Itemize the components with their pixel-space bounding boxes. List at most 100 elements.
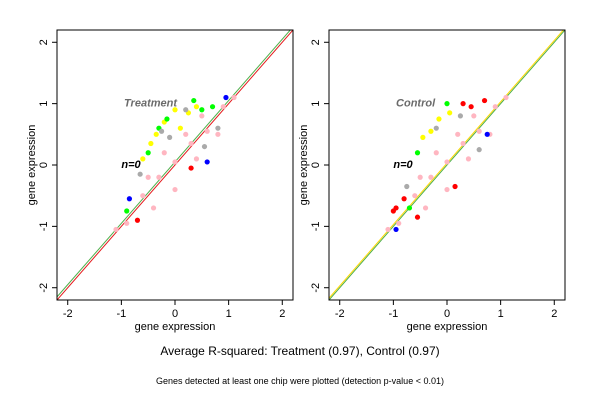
n-count-label: n=0 [393, 159, 413, 171]
data-point [199, 107, 205, 113]
x-tick-label: -2 [63, 308, 73, 320]
data-point [406, 205, 413, 211]
data-point [183, 131, 189, 137]
y-tick-label: -2 [310, 283, 322, 293]
data-point [161, 150, 167, 156]
data-point [417, 174, 423, 180]
data-point [414, 214, 421, 220]
data-point [193, 104, 200, 110]
data-point [145, 150, 151, 156]
x-tick-label: -1 [388, 308, 398, 320]
data-point [201, 143, 208, 150]
y-tick-label: 2 [38, 39, 50, 45]
y-tick-label: -1 [310, 221, 322, 231]
x-tick-label: 1 [226, 308, 232, 320]
data-point [476, 147, 482, 153]
data-point [220, 104, 226, 110]
data-point [140, 193, 146, 199]
y-tick-label: -2 [38, 283, 50, 293]
data-point [134, 217, 141, 223]
data-point [167, 134, 173, 140]
data-point [412, 193, 418, 199]
data-point [468, 104, 474, 110]
data-point [428, 174, 434, 180]
data-point [420, 134, 426, 140]
data-point [393, 226, 399, 233]
data-point [150, 205, 157, 211]
data-point [414, 150, 421, 156]
data-point [215, 125, 221, 131]
data-point [231, 94, 237, 101]
plot-area [329, 30, 565, 300]
x-tick-label: -2 [335, 308, 345, 320]
x-axis-label: gene expression [407, 321, 488, 333]
reference-line [329, 30, 565, 300]
data-point [145, 174, 151, 180]
data-point [465, 156, 472, 162]
data-point [140, 156, 146, 162]
data-point [126, 196, 133, 202]
y-axis-label: gene expression [26, 125, 38, 206]
data-point [390, 208, 396, 214]
data-point [401, 196, 407, 202]
data-point [158, 128, 165, 134]
y-tick-label: 1 [38, 101, 50, 107]
y-tick-label: 0 [38, 162, 50, 168]
data-point [436, 116, 442, 122]
data-point [193, 156, 200, 162]
detection-footnote: Genes detected at least one chip were pl… [156, 376, 444, 386]
data-point [481, 97, 488, 104]
data-point [137, 171, 143, 177]
panel-label: Control [396, 98, 436, 110]
data-point [113, 226, 119, 233]
data-point [444, 159, 450, 165]
x-axis-label: gene expression [135, 321, 216, 333]
y-tick-label: 1 [310, 101, 322, 107]
data-point [444, 101, 450, 107]
data-point [204, 128, 210, 134]
scatter-panel-1: -2 -1 0 1 2 -2 -1 0 1 2 gene expression gene expres… [26, 29, 294, 333]
plot-area [57, 30, 293, 300]
panel-label: Treatment [124, 98, 178, 110]
data-point [476, 128, 482, 134]
data-point [433, 125, 439, 131]
scatter-panel-2: -2 -1 0 1 2 -2 -1 0 1 2 gene expression gene expres… [298, 29, 566, 333]
data-point [188, 165, 194, 171]
data-point [492, 104, 498, 110]
data-point [503, 94, 509, 101]
data-point [484, 131, 490, 137]
data-point [223, 94, 229, 101]
y-tick-label: 0 [310, 162, 322, 168]
data-point [124, 208, 130, 214]
data-point [471, 113, 477, 119]
x-tick-label: 0 [444, 308, 450, 320]
data-point [460, 101, 466, 107]
reference-line [57, 30, 293, 300]
data-point [191, 97, 197, 104]
x-tick-label: 2 [279, 308, 285, 320]
data-point [209, 104, 216, 110]
x-tick-label: 1 [498, 308, 504, 320]
data-point [183, 107, 189, 113]
x-tick-label: 0 [172, 308, 178, 320]
data-point [385, 226, 391, 233]
data-point [199, 113, 205, 119]
data-point [148, 140, 154, 147]
r-squared-summary: Average R-squared: Treatment (0.97), Con… [160, 344, 439, 358]
x-tick-label: -1 [116, 308, 126, 320]
data-point [172, 186, 178, 193]
data-point [177, 125, 183, 131]
data-point [164, 116, 170, 122]
data-point [422, 205, 429, 211]
data-point [460, 140, 466, 147]
data-point [444, 186, 450, 193]
data-point [204, 159, 210, 165]
data-point [396, 220, 402, 226]
data-point [428, 128, 434, 134]
data-point [447, 110, 453, 116]
data-point [172, 159, 178, 165]
data-point [156, 174, 162, 180]
data-point [433, 150, 439, 156]
data-point [455, 131, 461, 137]
data-point [153, 131, 159, 137]
